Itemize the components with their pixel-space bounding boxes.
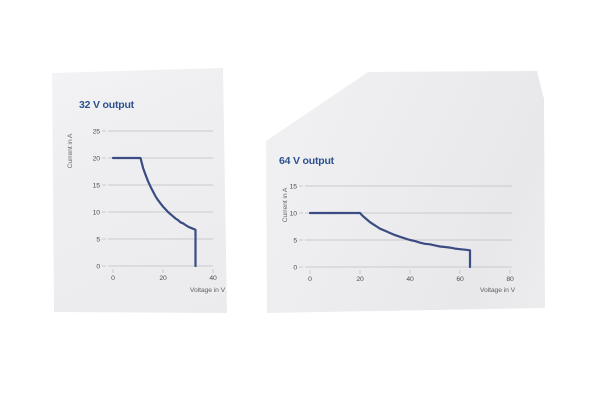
y-axis-title: Current in A bbox=[282, 187, 289, 222]
x-tick-label: 60 bbox=[456, 276, 464, 283]
y-tick-label: 20 bbox=[93, 156, 101, 163]
x-tick-label: 20 bbox=[356, 276, 364, 283]
x-axis-title: Voltage in V bbox=[190, 287, 226, 294]
derating-curve bbox=[308, 211, 472, 269]
derating-curve bbox=[111, 156, 197, 268]
x-tick-label: 40 bbox=[406, 276, 414, 283]
y-tick-label: 10 bbox=[93, 210, 101, 217]
x-tick-label: 80 bbox=[506, 276, 514, 283]
x-tick-label: 0 bbox=[111, 275, 115, 282]
x-tick-label: 20 bbox=[159, 275, 167, 282]
y-tick-label: 25 bbox=[93, 129, 101, 136]
right-gray-panel-background bbox=[266, 71, 545, 313]
x-axis-title: Voltage in V bbox=[480, 287, 516, 294]
chart-title-64v: 64 V output bbox=[279, 155, 334, 167]
y-axis-title: Current in A bbox=[67, 133, 74, 168]
y-tick-label: 0 bbox=[293, 265, 297, 272]
derating-chart-32v: 0 5 10 15 20 25 0 20 40 Current in A Voltage in V bbox=[67, 129, 226, 295]
y-tick-label: 5 bbox=[293, 238, 297, 245]
y-tick-label: 10 bbox=[290, 211, 298, 218]
y-tick-label: 0 bbox=[96, 264, 100, 271]
y-tick-label: 5 bbox=[96, 237, 100, 244]
x-tick-label: 0 bbox=[308, 276, 312, 283]
y-tick-label: 15 bbox=[290, 184, 298, 191]
x-tick-label: 40 bbox=[209, 275, 217, 282]
y-tick-label: 15 bbox=[93, 183, 101, 190]
chart-title-32v: 32 V output bbox=[79, 99, 134, 111]
left-gray-panel-background bbox=[52, 68, 227, 313]
derating-chart-64v: 0 5 10 15 0 20 40 60 80 Current in A Voltage in V bbox=[282, 184, 516, 295]
